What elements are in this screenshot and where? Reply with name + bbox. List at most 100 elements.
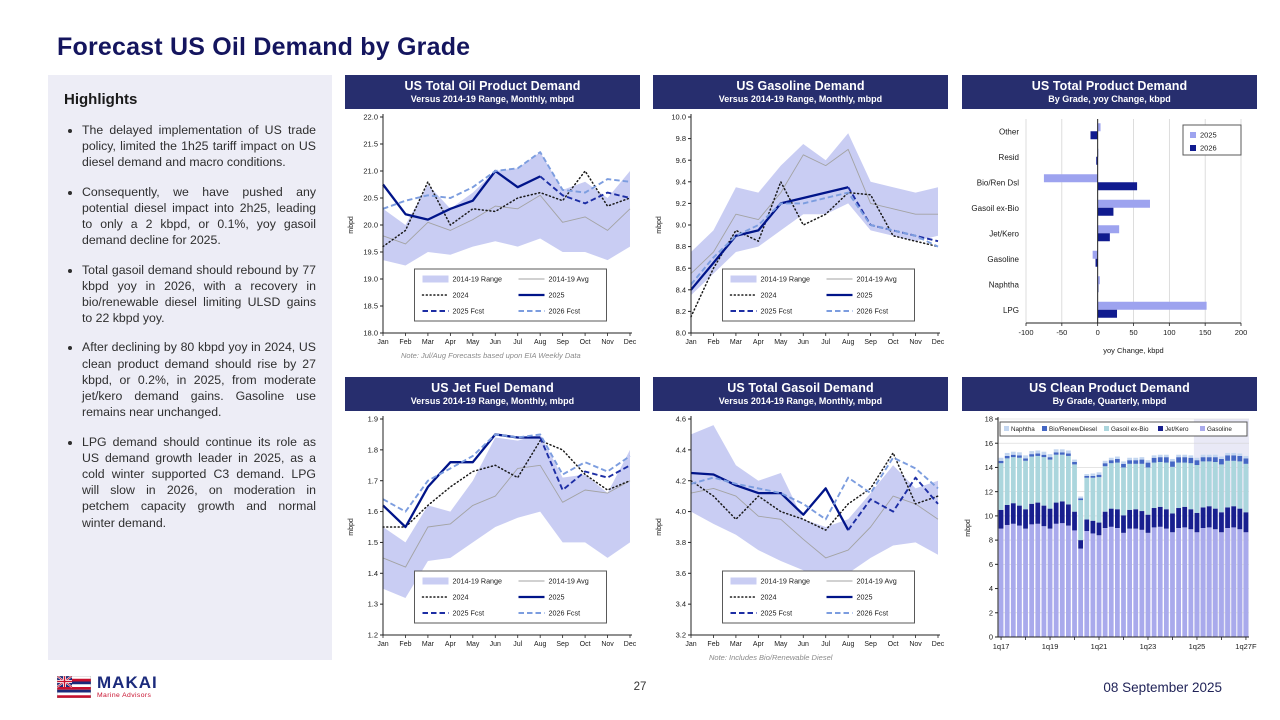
highlight-bullet: The delayed implementation of US trade p… <box>82 122 316 171</box>
page-title: Forecast US Oil Demand by Grade <box>57 32 471 61</box>
svg-text:14: 14 <box>985 463 993 472</box>
svg-text:Feb: Feb <box>707 641 719 648</box>
highlight-bullet: After declining by 80 kbpd yoy in 2024, … <box>82 339 316 420</box>
chart-gasoline-demand: US Gasoline Demand Versus 2014-19 Range,… <box>653 75 948 349</box>
hawaii-flag-icon <box>57 675 91 698</box>
svg-text:21.0: 21.0 <box>363 167 378 176</box>
highlight-bullet: Consequently, we have pushed any potenti… <box>82 184 316 249</box>
svg-text:18.0: 18.0 <box>363 329 378 338</box>
chart-header: US Total Oil Product Demand Versus 2014-… <box>345 75 640 109</box>
svg-text:2025 Fcst: 2025 Fcst <box>761 307 793 316</box>
svg-text:2025 Fcst: 2025 Fcst <box>453 307 485 316</box>
footer-date: 08 September 2025 <box>1103 680 1222 695</box>
svg-text:4.2: 4.2 <box>676 476 686 485</box>
svg-text:4.6: 4.6 <box>676 415 686 424</box>
svg-text:2026 Fcst: 2026 Fcst <box>857 307 889 316</box>
svg-text:1q25: 1q25 <box>1189 642 1206 651</box>
svg-text:2025: 2025 <box>857 291 873 300</box>
svg-text:2026: 2026 <box>1200 144 1217 153</box>
svg-text:2014-19 Range: 2014-19 Range <box>453 577 503 586</box>
svg-text:2025 Fcst: 2025 Fcst <box>761 609 793 618</box>
svg-text:Mar: Mar <box>730 339 743 346</box>
svg-text:Nov: Nov <box>909 339 922 346</box>
chart-subtitle: Versus 2014-19 Range, Monthly, mbpd <box>410 396 575 406</box>
svg-text:Nov: Nov <box>909 641 922 648</box>
svg-text:2014-19 Range: 2014-19 Range <box>761 275 811 284</box>
svg-text:9.8: 9.8 <box>676 134 686 143</box>
makai-logo: MAKAI Marine Advisors <box>57 674 158 699</box>
svg-text:2014-19 Avg: 2014-19 Avg <box>857 275 897 284</box>
chart-header: US Total Product Demand By Grade, yoy Ch… <box>962 75 1257 109</box>
svg-text:Sep: Sep <box>864 339 877 346</box>
svg-text:2026 Fcst: 2026 Fcst <box>857 609 889 618</box>
chart-subtitle: Versus 2014-19 Range, Monthly, mbpd <box>718 396 883 406</box>
svg-text:Gasoline: Gasoline <box>987 255 1019 264</box>
svg-text:Dec: Dec <box>932 339 945 346</box>
svg-text:Jet/Kero: Jet/Kero <box>1165 426 1189 433</box>
svg-text:Feb: Feb <box>707 339 719 346</box>
svg-text:1.8: 1.8 <box>368 445 378 454</box>
svg-text:Naphtha: Naphtha <box>989 281 1020 290</box>
svg-text:-100: -100 <box>1018 328 1033 337</box>
svg-text:8.2: 8.2 <box>676 307 686 316</box>
logo-sub-text: Marine Advisors <box>97 692 152 699</box>
line-chart-plot: 3.2 3.4 3.6 3.8 4.0 4.2 4.4 4.6 Jan Feb Mar Apr May J… <box>653 411 948 651</box>
svg-text:3.8: 3.8 <box>676 538 686 547</box>
svg-text:Oct: Oct <box>888 641 899 648</box>
chart-title: US Total Oil Product Demand <box>404 79 581 93</box>
chart-title: US Gasoline Demand <box>736 79 865 93</box>
highlights-panel: Highlights The delayed implementation of… <box>48 75 332 660</box>
svg-text:LPG: LPG <box>1003 306 1019 315</box>
svg-text:Jul: Jul <box>821 339 830 346</box>
svg-text:2025 Fcst: 2025 Fcst <box>453 609 485 618</box>
svg-text:May: May <box>466 641 480 648</box>
svg-text:mbpd: mbpd <box>656 216 663 234</box>
page-number: 27 <box>633 681 647 693</box>
svg-text:Jan: Jan <box>377 339 388 346</box>
highlights-list: The delayed implementation of US trade p… <box>64 122 316 531</box>
chart-title: US Total Gasoil Demand <box>727 381 874 395</box>
svg-text:20.5: 20.5 <box>363 194 378 203</box>
svg-text:2026 Fcst: 2026 Fcst <box>549 307 581 316</box>
svg-text:Bio/RenewDiesel: Bio/RenewDiesel <box>1049 426 1097 433</box>
svg-text:2014-19 Range: 2014-19 Range <box>761 577 811 586</box>
svg-text:Jul: Jul <box>513 641 522 648</box>
svg-text:0: 0 <box>989 633 993 642</box>
svg-text:50: 50 <box>1129 328 1137 337</box>
svg-text:Dec: Dec <box>624 339 637 346</box>
svg-text:Jul: Jul <box>821 641 830 648</box>
svg-text:8.6: 8.6 <box>676 264 686 273</box>
chart-subtitle: Versus 2014-19 Range, Monthly, mbpd <box>410 94 575 104</box>
svg-text:Jul: Jul <box>513 339 522 346</box>
svg-text:8.4: 8.4 <box>676 285 686 294</box>
svg-text:Nov: Nov <box>601 339 614 346</box>
svg-text:2025: 2025 <box>549 291 565 300</box>
svg-text:2: 2 <box>989 608 993 617</box>
svg-text:Oct: Oct <box>580 339 591 346</box>
svg-text:8.8: 8.8 <box>676 242 686 251</box>
chart-title: US Clean Product Demand <box>1029 381 1190 395</box>
chart-title: US Total Product Demand <box>1031 79 1188 93</box>
svg-text:Jun: Jun <box>490 641 501 648</box>
svg-text:8.0: 8.0 <box>676 329 686 338</box>
svg-text:18.5: 18.5 <box>363 302 378 311</box>
highlight-bullet: LPG demand should continue its role as U… <box>82 434 316 531</box>
chart-total-gasoil-demand: US Total Gasoil Demand Versus 2014-19 Ra… <box>653 377 948 662</box>
line-chart-plot: 1.2 1.3 1.4 1.5 1.6 1.7 1.8 1.9 Jan Feb Mar Apr May J… <box>345 411 640 651</box>
svg-text:2014-19 Avg: 2014-19 Avg <box>549 577 589 586</box>
chart-header: US Clean Product Demand By Grade, Quarte… <box>962 377 1257 411</box>
svg-text:Nov: Nov <box>601 641 614 648</box>
svg-text:mbpd: mbpd <box>348 518 355 536</box>
svg-text:2024: 2024 <box>761 291 777 300</box>
svg-text:1q27F: 1q27F <box>1235 642 1257 651</box>
svg-text:Aug: Aug <box>842 339 855 346</box>
svg-text:2024: 2024 <box>761 593 777 602</box>
svg-text:1q19: 1q19 <box>1042 642 1059 651</box>
svg-text:Sep: Sep <box>556 339 569 346</box>
chart-header: US Jet Fuel Demand Versus 2014-19 Range,… <box>345 377 640 411</box>
chart-clean-product-demand: US Clean Product Demand By Grade, Quarte… <box>962 377 1257 661</box>
svg-text:22.0: 22.0 <box>363 113 378 122</box>
svg-text:12: 12 <box>985 487 993 496</box>
svg-text:Oct: Oct <box>888 339 899 346</box>
svg-text:Aug: Aug <box>534 641 547 648</box>
